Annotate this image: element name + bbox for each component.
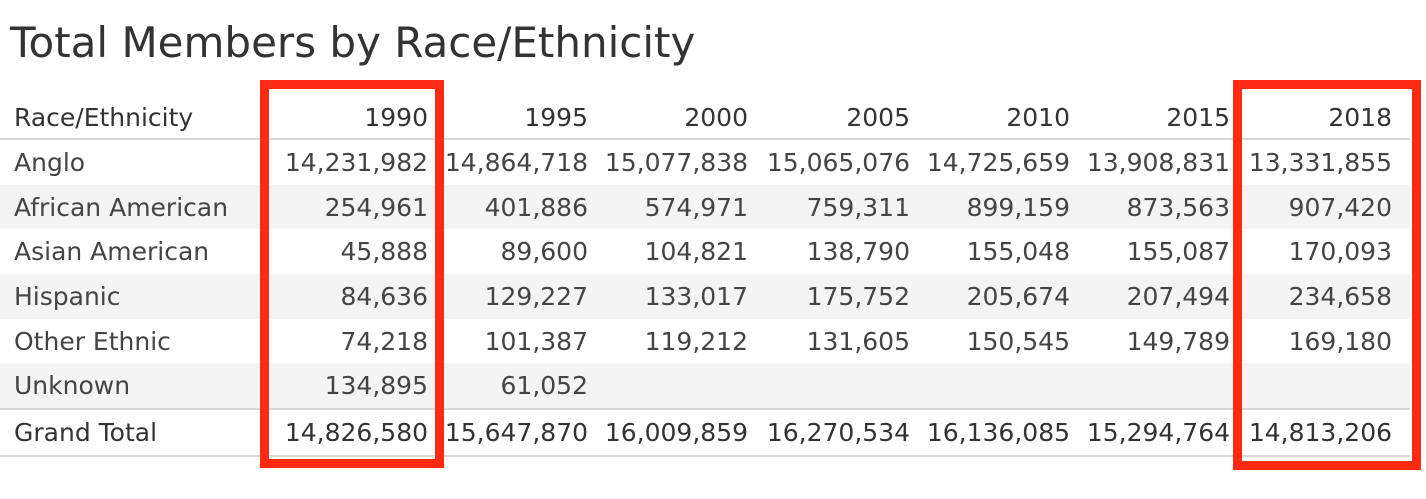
data-table: Race/Ethnicity 1990 1995 2000 2005 2010 … (0, 96, 1426, 457)
table-cell: 14,231,982 (284, 147, 428, 177)
row-label: African American (14, 192, 229, 222)
table-cell: 89,600 (500, 237, 588, 267)
total-cell: 14,813,206 (1248, 417, 1392, 447)
column-header-1995: 1995 (524, 102, 588, 132)
table-row-african-american: African American 254,961 401,886 574,971… (0, 184, 1410, 230)
column-header-2015: 2015 (1166, 102, 1230, 132)
table-cell: 14,725,659 (926, 147, 1070, 177)
table-row-hispanic: Hispanic 84,636 129,227 133,017 175,752 … (0, 274, 1410, 319)
table-cell: 45,888 (340, 237, 428, 267)
row-label: Other Ethnic (14, 326, 171, 356)
table-cell (752, 363, 910, 408)
table-cell: 134,895 (324, 371, 428, 401)
table-cell: 155,048 (966, 237, 1070, 267)
table-cell: 175,752 (806, 281, 910, 311)
table-cell: 15,065,076 (766, 147, 910, 177)
table-cell: 14,864,718 (444, 147, 588, 177)
table-row-grand-total: Grand Total 14,826,580 15,647,870 16,009… (0, 408, 1410, 457)
row-label: Asian American (14, 237, 210, 267)
table-cell: 401,886 (484, 192, 588, 222)
table-cell: 13,908,831 (1086, 147, 1230, 177)
column-header-2010: 2010 (1006, 102, 1070, 132)
table-cell: 207,494 (1126, 281, 1230, 311)
table-cell: 150,545 (966, 326, 1070, 356)
table-cell: 13,331,855 (1248, 147, 1392, 177)
total-cell: 16,270,534 (766, 417, 910, 447)
table-cell: 149,789 (1126, 326, 1230, 356)
table-cell: 155,087 (1126, 237, 1230, 267)
column-header-1990: 1990 (364, 102, 428, 132)
table-cell: 104,821 (644, 237, 748, 267)
row-label: Grand Total (14, 417, 158, 447)
table-cell (1234, 363, 1392, 408)
table-cell (1074, 363, 1230, 408)
table-cell: 169,180 (1288, 326, 1392, 356)
table-cell: 133,017 (644, 281, 748, 311)
table-cell: 907,420 (1288, 192, 1392, 222)
table-cell: 15,077,838 (604, 147, 748, 177)
table-cell: 170,093 (1288, 237, 1392, 267)
table-cell: 574,971 (644, 192, 748, 222)
column-header-2005: 2005 (846, 102, 910, 132)
row-label: Hispanic (14, 281, 121, 311)
table-cell: 205,674 (966, 281, 1070, 311)
table-row-anglo: Anglo 14,231,982 14,864,718 15,077,838 1… (0, 140, 1410, 185)
table-cell: 234,658 (1288, 281, 1392, 311)
column-header-2018: 2018 (1328, 102, 1392, 132)
table-cell: 101,387 (484, 326, 588, 356)
total-cell: 16,136,085 (926, 417, 1070, 447)
table-cell: 759,311 (806, 192, 910, 222)
table-cell: 129,227 (484, 281, 588, 311)
row-header-label: Race/Ethnicity (14, 102, 194, 132)
table-cell (914, 363, 1070, 408)
table-cell: 74,218 (340, 326, 428, 356)
table-cell: 61,052 (500, 371, 588, 401)
table-cell: 899,159 (966, 192, 1070, 222)
table-row-unknown: Unknown 134,895 61,052 (0, 363, 1410, 409)
table-header-row: Race/Ethnicity 1990 1995 2000 2005 2010 … (0, 96, 1410, 140)
table-cell: 873,563 (1126, 192, 1230, 222)
table-cell: 119,212 (644, 326, 748, 356)
table-cell (592, 363, 748, 408)
table-cell: 254,961 (324, 192, 428, 222)
total-cell: 14,826,580 (284, 417, 428, 447)
column-header-2000: 2000 (684, 102, 748, 132)
table-cell: 84,636 (340, 281, 428, 311)
row-label: Anglo (14, 147, 86, 177)
table-row-asian-american: Asian American 45,888 89,600 104,821 138… (0, 229, 1410, 274)
total-cell: 15,294,764 (1086, 417, 1230, 447)
table-cell: 138,790 (806, 237, 910, 267)
row-label: Unknown (14, 371, 131, 401)
total-cell: 16,009,859 (604, 417, 748, 447)
table-row-other-ethnic: Other Ethnic 74,218 101,387 119,212 131,… (0, 319, 1410, 364)
chart-title: Total Members by Race/Ethnicity (10, 18, 696, 67)
total-cell: 15,647,870 (444, 417, 588, 447)
table-cell: 131,605 (806, 326, 910, 356)
